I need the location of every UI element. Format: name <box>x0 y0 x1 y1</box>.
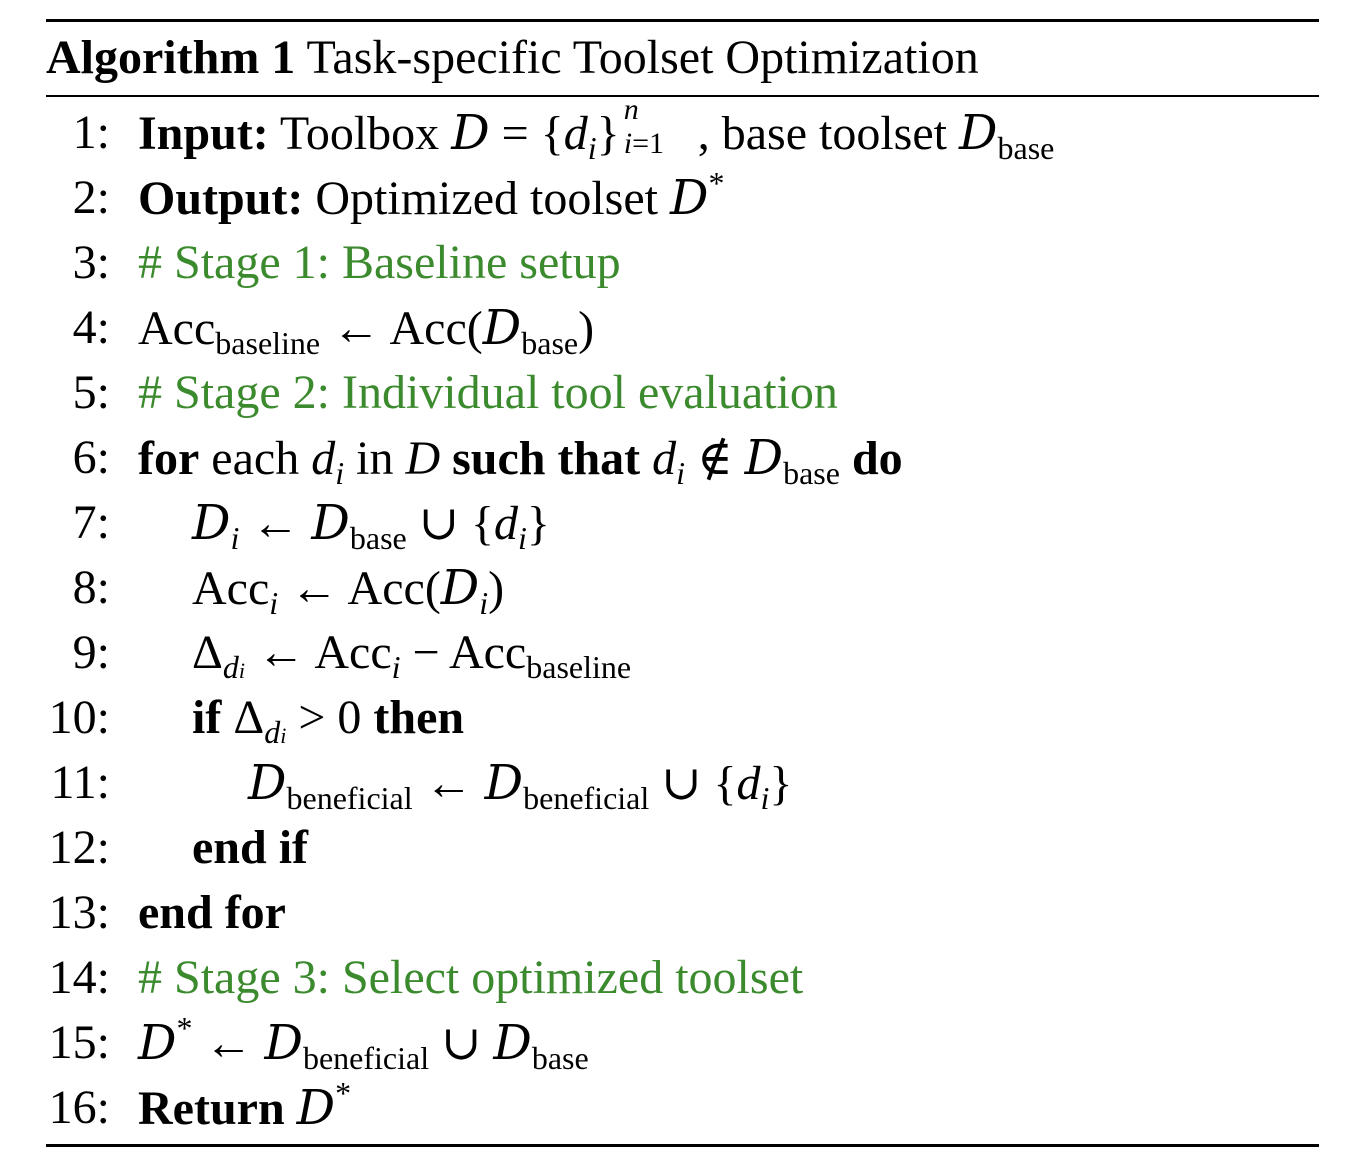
comment-stage-2: # Stage 2: Individual tool evaluation <box>138 366 838 419</box>
sub-base: base <box>531 1040 589 1076</box>
text-each: each <box>211 432 300 485</box>
sub-baseline: baseline <box>215 325 321 361</box>
if-keyword: if <box>192 691 222 744</box>
line-number: 8: <box>72 561 110 614</box>
sub-base: base <box>349 520 407 556</box>
line-number: 6: <box>72 431 110 484</box>
for-keyword: for <box>138 432 200 485</box>
algorithm-label: Algorithm 1 <box>46 31 296 84</box>
return-keyword: Return <box>138 1082 285 1135</box>
acc-label: Acc <box>389 302 467 355</box>
end-if-keyword: end if <box>192 821 309 874</box>
line-number: 16: <box>48 1081 110 1134</box>
sub-base: base <box>783 455 840 491</box>
top-rule <box>46 19 1319 22</box>
acc-label: Acc <box>314 626 392 679</box>
sub-beneficial: beneficial <box>302 1040 430 1076</box>
sub-base: base <box>997 130 1055 166</box>
text-optimized-toolset: Optimized toolset <box>315 172 658 225</box>
such-that-keyword: such that <box>452 432 641 485</box>
comment-stage-3: # Stage 3: Select optimized toolset <box>138 951 804 1004</box>
sub-beneficial: beneficial <box>523 780 650 816</box>
text-toolbox: Toolbox <box>279 107 440 160</box>
line-number: 9: <box>72 626 110 679</box>
sub-baseline: baseline <box>526 649 632 685</box>
text-base-toolset: , base toolset <box>697 107 947 160</box>
input-keyword: Input: <box>138 107 269 160</box>
line-number: 7: <box>72 496 110 549</box>
acc-label: Acc <box>448 626 527 679</box>
text-in: in <box>356 432 394 485</box>
line-number: 3: <box>72 236 110 289</box>
bottom-rule <box>46 1144 1319 1147</box>
line-number: 13: <box>48 886 110 939</box>
header-rule <box>46 95 1319 97</box>
algorithm-header: Algorithm 1 Task-specific Toolset Optimi… <box>46 27 979 89</box>
line-number: 1: <box>72 106 110 159</box>
line-number: 15: <box>48 1016 110 1069</box>
acc-label: Acc <box>138 302 216 355</box>
line-number: 5: <box>72 366 110 419</box>
acc-label: Acc <box>192 562 270 615</box>
line-number: 2: <box>72 171 110 224</box>
line-number: 10: <box>48 691 110 744</box>
then-keyword: then <box>373 691 465 744</box>
line-number: 14: <box>48 951 110 1004</box>
comment-stage-1: # Stage 1: Baseline setup <box>138 236 621 289</box>
sub-beneficial: beneficial <box>286 780 413 816</box>
acc-label: Acc <box>347 562 425 615</box>
do-keyword: do <box>851 432 903 485</box>
end-for-keyword: end for <box>138 886 286 939</box>
output-keyword: Output: <box>138 172 304 225</box>
line-number: 4: <box>72 301 110 354</box>
line-number: 11: <box>50 756 110 809</box>
sub-base: base <box>521 325 579 361</box>
algorithm-title: Task-specific Toolset Optimization <box>306 31 979 84</box>
line-number: 12: <box>48 821 110 874</box>
